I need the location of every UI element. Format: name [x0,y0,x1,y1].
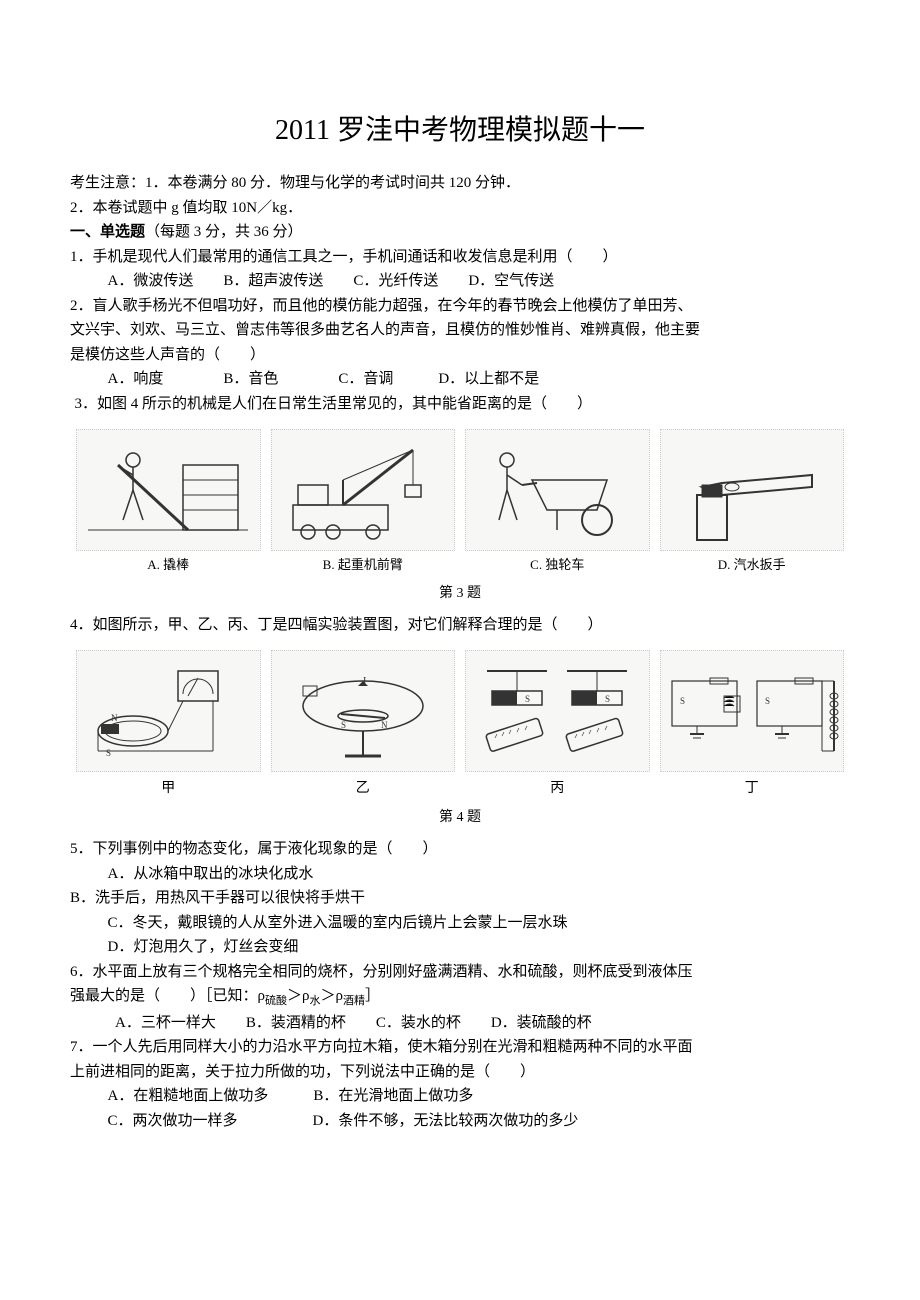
svg-text:S: S [605,694,610,704]
q2-line3: 是模仿这些人声音的（ ） [70,344,850,367]
q5-stem: 5．下列事例中的物态变化，属于液化现象的是（ ） [70,838,850,861]
svg-text:N: N [111,713,118,723]
q4-fig-b-box: S N I [271,650,456,772]
exam-notice-2: 2．本卷试题中 g 值均取 10N／kg． [70,197,850,220]
q3-figure-wrap: A. 撬棒 B. 起重机前臂 [70,425,850,604]
q3-fig-c-cell: C. 独轮车 [463,429,652,575]
q3-fig-d-box [660,429,845,551]
svg-text:S: S [680,696,685,706]
q2-line1: 2．盲人歌手杨光不但唱功好，而且他的模仿能力超强，在今年的春节晚会上他模仿了单田… [70,295,850,318]
q4-caption: 第 4 题 [70,807,850,828]
crane-icon [273,435,453,545]
q6-mid1: ＞ρ [287,988,310,1004]
q2-options: A．响度 B．音色 C．音调 D．以上都不是 [70,368,850,391]
q6-line2-pre: 强最大的是（ ）［已知：ρ [70,988,265,1004]
section-1-title: 一、单选题 [70,224,145,240]
q3-fig-d-label: D. 汽水扳手 [658,555,847,575]
solenoid-circuit-icon: S S [662,656,842,766]
q4-fig-b-cell: S N I 乙 [269,650,458,799]
q5-opt-c: C．冬天，戴眼镜的人从室外进入温暖的室内后镜片上会蒙上一层水珠 [70,912,850,935]
q4-figure-wrap: S N 甲 S N I 乙 [70,646,850,828]
q4-fig-a-cell: S N 甲 [74,650,263,799]
q3-fig-d-cell: D. 汽水扳手 [658,429,847,575]
section-1-header: 一、单选题（每题 3 分，共 36 分） [70,221,850,244]
q3-fig-c-label: C. 独轮车 [463,555,652,575]
q4-fig-d-cell: S S [658,650,847,799]
svg-text:S: S [525,694,530,704]
q5-opt-b: B．洗手后，用热风干手器可以很快将手烘干 [70,887,850,910]
q4-fig-a-box: S N [76,650,261,772]
q6-mid2: ＞ρ [321,988,344,1004]
bottle-opener-icon [677,435,827,545]
exam-notice-1: 考生注意：1．本卷满分 80 分．物理与化学的考试时间共 120 分钟． [70,172,850,195]
q1-stem: 1．手机是现代人们最常用的通信工具之一，手机间通话和收发信息是利用（ ） [70,246,850,269]
q4-fig-c-label: 丙 [463,778,652,799]
q4-fig-c-box: S S [465,650,650,772]
q4-fig-d-box: S S [660,650,845,772]
q4-fig-d-label: 丁 [658,778,847,799]
q4-stem: 4．如图所示，甲、乙、丙、丁是四幅实验装置图，对它们解释合理的是（ ） [70,614,850,637]
svg-text:S: S [341,720,346,730]
svg-text:S: S [765,696,770,706]
crowbar-icon [88,435,248,545]
q4-fig-c-cell: S S 丙 [463,650,652,799]
wheelbarrow-icon [477,435,637,545]
q3-fig-a-label: A. 撬棒 [74,555,263,575]
page-title: 2011 罗洼中考物理模拟题十一 [70,110,850,152]
q3-fig-c-box [465,429,650,551]
section-1-sub: （每题 3 分，共 36 分） [145,224,303,240]
oersted-icon: S N I [283,656,443,766]
magnets-filings-icon: S S [467,656,647,766]
q6-options: A．三杯一样大 B．装酒精的杯 C．装水的杯 D．装硫酸的杯 [70,1012,850,1035]
q7-opts-row1: A．在粗糙地面上做功多 B．在光滑地面上做功多 [70,1085,850,1108]
q6-line2-post: ］ [365,988,380,1004]
q3-figure-row: A. 撬棒 B. 起重机前臂 [70,425,850,579]
q7-line1: 7．一个人先后用同样大小的力沿水平方向拉木箱，使木箱分别在光滑和粗糙两种不同的水… [70,1036,850,1059]
galvanometer-coil-icon: S N [83,656,253,766]
q4-fig-b-label: 乙 [269,778,458,799]
q4-fig-a-label: 甲 [74,778,263,799]
q7-line2: 上前进相同的距离，关于拉力所做的功，下列说法中正确的是（ ） [70,1061,850,1084]
q4-figure-row: S N 甲 S N I 乙 [70,646,850,803]
q3-stem: 3．如图 4 所示的机械是人们在日常生活里常见的，其中能省距离的是（ ） [75,393,851,416]
q3-fig-b-cell: B. 起重机前臂 [269,429,458,575]
q5-opt-d: D．灯泡用久了，灯丝会变细 [70,936,850,959]
q1-options: A．微波传送 B．超声波传送 C．光纤传送 D．空气传送 [70,270,850,293]
q3-caption: 第 3 题 [70,583,850,604]
q7-opts-row2: C．两次做功一样多 D．条件不够，无法比较两次做功的多少 [70,1110,850,1133]
q5-opt-a: A．从冰箱中取出的冰块化成水 [70,863,850,886]
q3-fig-a-cell: A. 撬棒 [74,429,263,575]
q6-sub3: 酒精 [343,995,365,1007]
q2-line2: 文兴宇、刘欢、马三立、曾志伟等很多曲艺名人的声音，且模仿的惟妙惟肖、难辨真假，他… [70,319,850,342]
q3-fig-b-box [271,429,456,551]
q6-line2: 强最大的是（ ）［已知：ρ硫酸＞ρ水＞ρ酒精］ [70,985,850,1010]
svg-text:S: S [106,748,111,758]
q6-sub2: 水 [310,995,321,1007]
q3-fig-a-box [76,429,261,551]
q3-fig-b-label: B. 起重机前臂 [269,555,458,575]
q6-line1: 6．水平面上放有三个规格完全相同的烧杯，分别刚好盛满酒精、水和硫酸，则杯底受到液… [70,961,850,984]
q6-sub1: 硫酸 [265,995,287,1007]
svg-text:N: N [381,720,388,730]
